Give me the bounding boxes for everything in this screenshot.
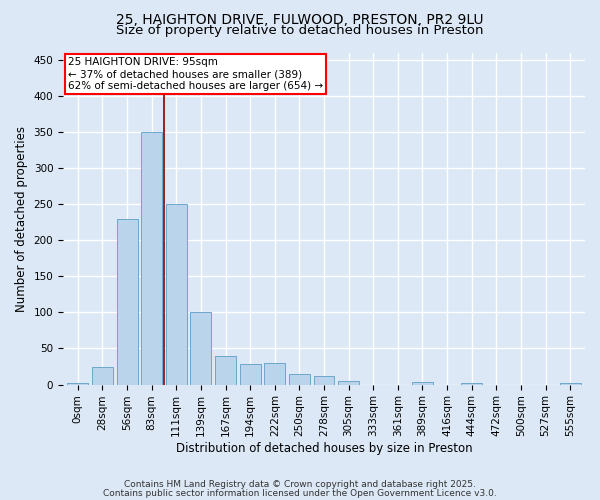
Text: Size of property relative to detached houses in Preston: Size of property relative to detached ho… bbox=[116, 24, 484, 37]
Bar bbox=[338, 381, 359, 384]
X-axis label: Distribution of detached houses by size in Preston: Distribution of detached houses by size … bbox=[176, 442, 472, 455]
Bar bbox=[190, 312, 211, 384]
Bar bbox=[412, 382, 433, 384]
Bar bbox=[289, 374, 310, 384]
Text: Contains public sector information licensed under the Open Government Licence v3: Contains public sector information licen… bbox=[103, 488, 497, 498]
Bar bbox=[67, 383, 88, 384]
Bar bbox=[461, 383, 482, 384]
Y-axis label: Number of detached properties: Number of detached properties bbox=[15, 126, 28, 312]
Bar bbox=[92, 366, 113, 384]
Bar bbox=[141, 132, 162, 384]
Bar bbox=[560, 383, 581, 384]
Bar bbox=[239, 364, 260, 384]
Bar bbox=[215, 356, 236, 384]
Text: Contains HM Land Registry data © Crown copyright and database right 2025.: Contains HM Land Registry data © Crown c… bbox=[124, 480, 476, 489]
Bar bbox=[116, 218, 137, 384]
Text: 25, HAIGHTON DRIVE, FULWOOD, PRESTON, PR2 9LU: 25, HAIGHTON DRIVE, FULWOOD, PRESTON, PR… bbox=[116, 12, 484, 26]
Bar bbox=[166, 204, 187, 384]
Text: 25 HAIGHTON DRIVE: 95sqm
← 37% of detached houses are smaller (389)
62% of semi-: 25 HAIGHTON DRIVE: 95sqm ← 37% of detach… bbox=[68, 58, 323, 90]
Bar bbox=[265, 363, 285, 384]
Bar bbox=[314, 376, 334, 384]
